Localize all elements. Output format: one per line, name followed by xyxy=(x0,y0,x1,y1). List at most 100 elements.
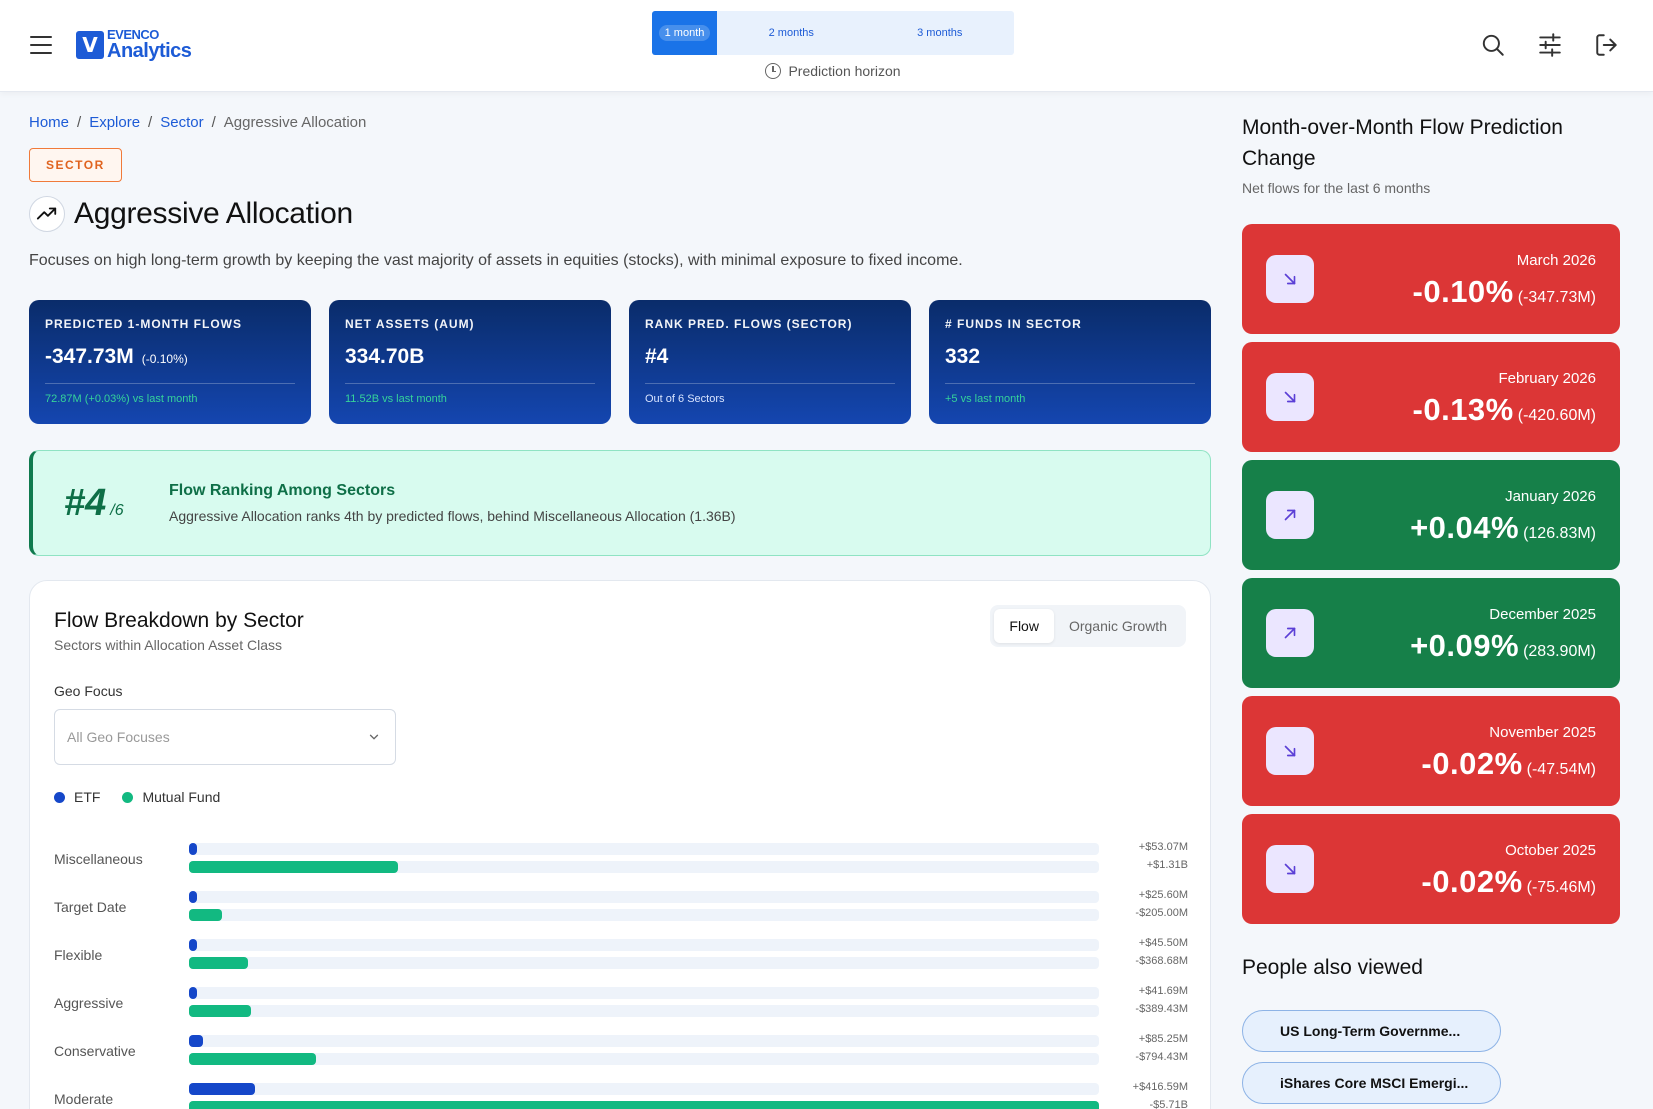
month-pct: +0.09% xyxy=(1410,628,1520,663)
kpi-card-net-assets: NET ASSETS (AUM) 334.70B 11.52B vs last … xyxy=(329,300,611,424)
chart-row: Flexible +$45.50M -$368.68M xyxy=(30,937,1212,977)
chart-bar-mutual-fund[interactable] xyxy=(189,909,222,921)
month-card[interactable]: October 2025 -0.02% (-75.46M) xyxy=(1242,814,1620,924)
chart-value-label: -$5.71B xyxy=(1149,1099,1188,1109)
breadcrumb-current: Aggressive Allocation xyxy=(223,114,367,131)
chart-bar-track xyxy=(189,1035,1099,1047)
chart-bar-etf[interactable] xyxy=(189,987,197,999)
kpi-foot: Out of 6 Sectors xyxy=(645,393,725,405)
prediction-horizon: 1 month 2 months 3 months Prediction hor… xyxy=(652,11,1014,79)
arrow-down-right-icon xyxy=(1266,845,1314,893)
month-abs: (283.90M) xyxy=(1523,643,1596,660)
logout-icon[interactable] xyxy=(1594,32,1620,58)
clock-icon xyxy=(765,63,782,79)
legend-etf: ETF xyxy=(54,789,100,805)
kpi-value: 334.70B xyxy=(345,345,425,368)
horizon-option-3-months[interactable]: 3 months xyxy=(917,27,963,39)
chart-bar-mutual-fund[interactable] xyxy=(189,1101,1099,1109)
geo-focus-select[interactable]: All Geo Focuses xyxy=(54,709,396,765)
chart-category-label: Flexible xyxy=(54,947,103,963)
chart-value-label: +$416.59M xyxy=(1132,1081,1188,1093)
trending-up-icon xyxy=(29,196,65,232)
chart-value-label: -$389.43M xyxy=(1135,1003,1188,1015)
chart-bar-mutual-fund[interactable] xyxy=(189,1053,316,1065)
month-label: October 2025 xyxy=(1505,842,1596,859)
menu-icon[interactable] xyxy=(30,36,52,54)
month-pct: -0.02% xyxy=(1421,746,1523,781)
sector-badge: SECTOR xyxy=(29,148,122,182)
chart-row: Aggressive +$41.69M -$389.43M xyxy=(30,985,1212,1025)
geo-focus-placeholder: All Geo Focuses xyxy=(67,729,170,745)
ranking-title: Flow Ranking Among Sectors xyxy=(169,482,396,499)
chart-bar-mutual-fund[interactable] xyxy=(189,957,248,969)
arrow-up-right-icon xyxy=(1266,609,1314,657)
month-card[interactable]: December 2025 +0.09% (283.90M) xyxy=(1242,578,1620,688)
month-label: December 2025 xyxy=(1489,606,1596,623)
toggle-flow[interactable]: Flow xyxy=(994,609,1054,643)
month-abs: (-75.46M) xyxy=(1526,879,1596,896)
month-abs: (126.83M) xyxy=(1523,525,1596,542)
rank-total: /6 xyxy=(110,501,124,519)
chart-bar-etf[interactable] xyxy=(189,1035,203,1047)
chart-bar-track xyxy=(189,987,1099,999)
month-pct: -0.02% xyxy=(1421,864,1523,899)
breadcrumb: Home / Explore / Sector / Aggressive Allocatio… xyxy=(29,114,367,131)
rank-number: #4 xyxy=(64,481,107,524)
chart-category-label: Aggressive xyxy=(54,995,124,1011)
arrow-up-right-icon xyxy=(1266,491,1314,539)
chart-bar-etf[interactable] xyxy=(189,1083,256,1095)
search-icon[interactable] xyxy=(1480,32,1506,58)
month-card[interactable]: March 2026 -0.10% (-347.73M) xyxy=(1242,224,1620,334)
chart-value-label: -$794.43M xyxy=(1135,1051,1188,1063)
chart-bar-mutual-fund[interactable] xyxy=(189,1005,252,1017)
chart-bar-etf[interactable] xyxy=(189,939,197,951)
legend-mutual-fund: Mutual Fund xyxy=(122,789,220,805)
chart-category-label: Miscellaneous xyxy=(54,851,143,867)
chart-bar-track xyxy=(189,843,1099,855)
month-abs: (-347.73M) xyxy=(1517,289,1596,306)
arrow-down-right-icon xyxy=(1266,255,1314,303)
chart-bar-etf[interactable] xyxy=(189,843,198,855)
kpi-card-predicted-flows: PREDICTED 1-MONTH FLOWS -347.73M (-0.10%)… xyxy=(29,300,311,424)
chart-value-label: +$25.60M xyxy=(1138,889,1188,901)
flow-breakdown-card: Flow Breakdown by Sector Sectors within … xyxy=(29,580,1211,1109)
chart-value-label: +$41.69M xyxy=(1138,985,1188,997)
logo[interactable]: V EVENCO Analytics xyxy=(76,28,192,61)
breadcrumb-home[interactable]: Home xyxy=(29,114,70,131)
kpi-foot: +5 vs last month xyxy=(945,393,1026,405)
chart-category-label: Moderate xyxy=(54,1091,114,1107)
horizon-option-2-months[interactable]: 2 months xyxy=(768,27,814,39)
people-also-viewed-chip[interactable]: US Long-Term Governme... xyxy=(1242,1010,1501,1052)
chart-bar-track xyxy=(189,1005,1099,1017)
kpi-value: #4 xyxy=(645,345,669,368)
toggle-organic-growth[interactable]: Organic Growth xyxy=(1068,618,1167,634)
month-label: February 2026 xyxy=(1498,370,1596,387)
chart-bar-etf[interactable] xyxy=(189,891,197,903)
kpi-value: -347.73M xyxy=(45,345,134,368)
kpi-sub: (-0.10%) xyxy=(141,352,188,366)
people-also-viewed-chip[interactable]: iShares Core MSCI Emergi... xyxy=(1242,1062,1501,1104)
horizon-label: Prediction horizon xyxy=(788,63,901,79)
geo-focus-label: Geo Focus xyxy=(54,683,123,699)
kpi-cards: PREDICTED 1-MONTH FLOWS -347.73M (-0.10%)… xyxy=(29,300,1211,424)
month-card[interactable]: January 2026 +0.04% (126.83M) xyxy=(1242,460,1620,570)
month-card[interactable]: February 2026 -0.13% (-420.60M) xyxy=(1242,342,1620,452)
kpi-value: 332 xyxy=(945,345,981,368)
horizon-option-1-month[interactable]: 1 month xyxy=(652,11,717,55)
chart-row: Target Date +$25.60M -$205.00M xyxy=(30,889,1212,929)
breadcrumb-sector[interactable]: Sector xyxy=(160,114,204,131)
ranking-callout: #4/6 Flow Ranking Among Sectors Aggressi… xyxy=(29,450,1211,556)
month-card[interactable]: November 2025 -0.02% (-47.54M) xyxy=(1242,696,1620,806)
logo-mark: V xyxy=(76,30,104,59)
mom-subtitle: Net flows for the last 6 months xyxy=(1242,180,1431,196)
sliders-icon[interactable] xyxy=(1537,32,1563,58)
chart-row: Miscellaneous +$53.07M +$1.31B xyxy=(30,841,1212,881)
kpi-foot: 11.52B vs last month xyxy=(345,393,447,405)
chart-value-label: +$45.50M xyxy=(1138,937,1188,949)
chart-bar-mutual-fund[interactable] xyxy=(189,861,398,873)
chart-bar-track xyxy=(189,909,1099,921)
kpi-card-rank: RANK PRED. FLOWS (SECTOR) #4 Out of 6 Se… xyxy=(629,300,911,424)
chart-bar-track xyxy=(189,1053,1099,1065)
horizon-slider[interactable]: 1 month 2 months 3 months xyxy=(652,11,1014,55)
breadcrumb-explore[interactable]: Explore xyxy=(89,114,141,131)
